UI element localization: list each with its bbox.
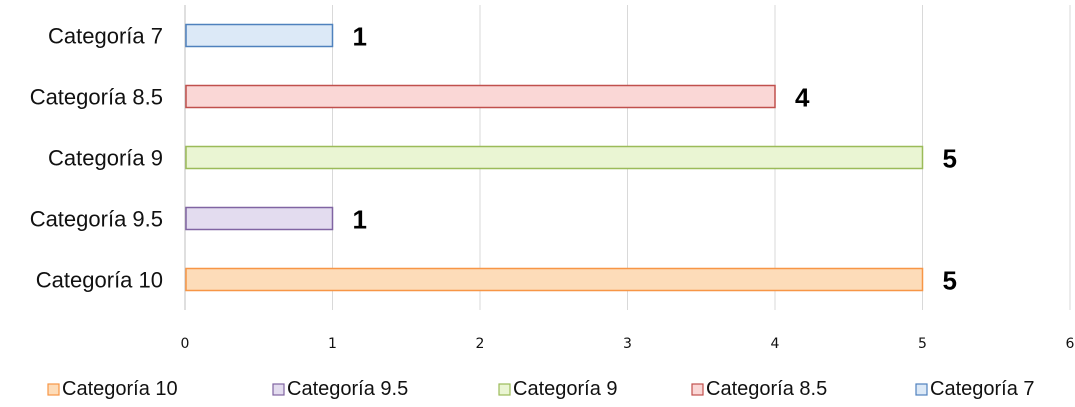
x-tick-label: 5 [918, 336, 927, 352]
category-label: Categoría 7 [48, 24, 163, 49]
legend-swatch-categor-a-8-5 [691, 383, 704, 396]
bar-categor-a-7 [185, 23, 334, 48]
data-label: 4 [795, 83, 810, 113]
legend-label: Categoría 9.5 [287, 378, 408, 400]
category-label: Categoría 8.5 [30, 85, 163, 110]
data-label: 5 [943, 266, 957, 296]
legend-swatch-categor-a-10 [47, 383, 60, 396]
data-label: 1 [353, 22, 367, 52]
x-tick-label: 1 [328, 336, 337, 352]
x-tick-label: 3 [623, 336, 632, 352]
legend-label: Categoría 8.5 [706, 378, 827, 400]
legend-label: Categoría 9 [513, 378, 618, 400]
data-labels: 1 4 5 1 5 [353, 22, 957, 296]
bar-categor-a-10 [185, 267, 924, 292]
bars [185, 23, 924, 292]
data-label: 1 [353, 205, 367, 235]
legend-swatch-categor-a-9 [498, 383, 511, 396]
category-labels: Categoría 7 Categoría 8.5 Categoría 9 Categ… [30, 24, 163, 293]
bar-categor-a-9-5 [185, 206, 334, 231]
x-tick-label: 2 [476, 336, 485, 352]
legend-swatch-categor-a-7 [915, 383, 928, 396]
legend-label: Categoría 7 [930, 378, 1035, 400]
x-axis-ticks: 0 1 2 3 4 5 6 [181, 336, 1075, 352]
legend-label: Categoría 10 [62, 378, 178, 400]
data-label: 5 [943, 144, 957, 174]
x-tick-label: 4 [771, 336, 780, 352]
category-label: Categoría 10 [36, 268, 163, 293]
legend: Categoría 10 Categoría 9.5 Categoría 9 Cate… [47, 378, 1035, 400]
x-tick-label: 0 [181, 336, 190, 352]
bar-categor-a-8-5 [185, 84, 776, 109]
legend-swatch-categor-a-9-5 [272, 383, 285, 396]
category-label: Categoría 9.5 [30, 207, 163, 232]
bar-categor-a-9 [185, 145, 924, 170]
category-label: Categoría 9 [48, 146, 163, 171]
x-tick-label: 6 [1066, 336, 1075, 352]
